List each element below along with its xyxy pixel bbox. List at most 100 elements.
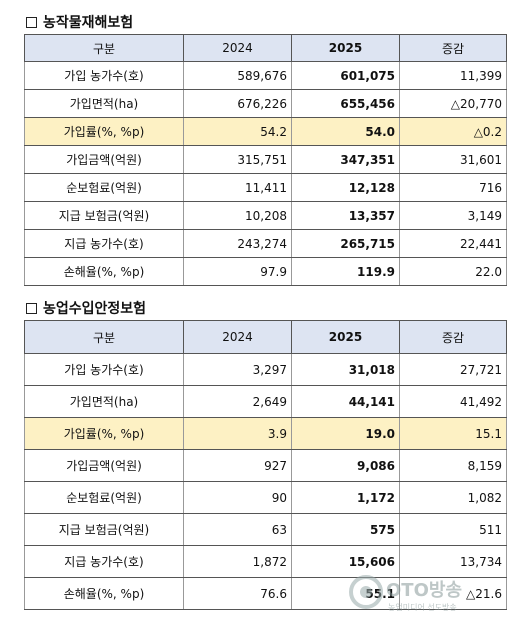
table-row: 지급 보험금(억원) 63 575 511	[24, 513, 507, 546]
header-2025: 2025	[291, 320, 400, 354]
table-row: 손해율(%, %p) 76.6 55.1 △21.6	[24, 577, 507, 610]
value-2024: 3.9	[183, 417, 292, 450]
table-row: 가입금액(억원) 927 9,086 8,159	[24, 449, 507, 482]
square-bullet-icon	[26, 16, 37, 28]
header-change: 증감	[399, 320, 507, 354]
value-change: 11,399	[399, 61, 507, 90]
value-change: 8,159	[399, 449, 507, 482]
value-2024: 11,411	[183, 173, 292, 202]
row-label: 지급 농가수(호)	[24, 229, 184, 258]
value-2024: 54.2	[183, 117, 292, 146]
value-2024: 2,649	[183, 385, 292, 418]
value-2025: 19.0	[291, 417, 400, 450]
value-change: 27,721	[399, 353, 507, 386]
row-label: 가입률(%, %p)	[24, 117, 184, 146]
value-2025: 9,086	[291, 449, 400, 482]
row-label: 가입면적(ha)	[24, 89, 184, 118]
table-header-row: 구분 2024 2025 증감	[24, 34, 507, 62]
row-label: 가입 농가수(호)	[24, 353, 184, 386]
table-row: 가입금액(억원) 315,751 347,351 31,601	[24, 145, 507, 174]
row-label: 가입금액(억원)	[24, 449, 184, 482]
value-change: 31,601	[399, 145, 507, 174]
value-2024: 676,226	[183, 89, 292, 118]
value-2025: 31,018	[291, 353, 400, 386]
table-row: 순보험료(억원) 11,411 12,128 716	[24, 173, 507, 202]
section-title-text: 농작물재해보험	[43, 15, 134, 31]
value-change: 15.1	[399, 417, 507, 450]
square-bullet-icon	[26, 302, 37, 314]
header-2024: 2024	[183, 34, 292, 62]
value-2025: 55.1	[291, 577, 400, 610]
table-header-row: 구분 2024 2025 증감	[24, 320, 507, 354]
value-2024: 97.9	[183, 257, 292, 286]
value-2025: 601,075	[291, 61, 400, 90]
row-label: 지급 보험금(억원)	[24, 201, 184, 230]
value-change: 41,492	[399, 385, 507, 418]
value-2024: 589,676	[183, 61, 292, 90]
value-2024: 315,751	[183, 145, 292, 174]
value-change: △0.2	[399, 117, 507, 146]
value-2025: 15,606	[291, 545, 400, 578]
header-2024: 2024	[183, 320, 292, 354]
value-2025: 13,357	[291, 201, 400, 230]
value-change: △20,770	[399, 89, 507, 118]
value-change: 13,734	[399, 545, 507, 578]
table-row: 가입면적(ha) 676,226 655,456 △20,770	[24, 89, 507, 118]
value-2024: 90	[183, 481, 292, 514]
row-label: 가입면적(ha)	[24, 385, 184, 418]
section-crop-disaster-insurance: 농작물재해보험 구분 2024 2025 증감 가입 농가수(호) 589,676…	[24, 10, 507, 286]
header-change: 증감	[399, 34, 507, 62]
value-change: 22,441	[399, 229, 507, 258]
value-change: 511	[399, 513, 507, 546]
value-2024: 3,297	[183, 353, 292, 386]
header-category: 구분	[24, 34, 184, 62]
table-row: 순보험료(억원) 90 1,172 1,082	[24, 481, 507, 514]
value-2024: 76.6	[183, 577, 292, 610]
table-row: 지급 농가수(호) 1,872 15,606 13,734	[24, 545, 507, 578]
value-2025: 347,351	[291, 145, 400, 174]
value-2025: 265,715	[291, 229, 400, 258]
stats-table: 구분 2024 2025 증감 가입 농가수(호) 589,676 601,075 1…	[24, 34, 507, 286]
section-title: 농작물재해보험	[26, 10, 506, 34]
value-2025: 655,456	[291, 89, 400, 118]
row-label: 지급 농가수(호)	[24, 545, 184, 578]
value-change: 1,082	[399, 481, 507, 514]
table-row: 가입면적(ha) 2,649 44,141 41,492	[24, 385, 507, 418]
value-2025: 54.0	[291, 117, 400, 146]
value-2025: 1,172	[291, 481, 400, 514]
value-2024: 10,208	[183, 201, 292, 230]
table-row: 가입률(%, %p) 3.9 19.0 15.1	[24, 417, 507, 450]
section-income-stability-insurance: 농업수입안정보험 구분 2024 2025 증감 가입 농가수(호) 3,297 3…	[24, 296, 507, 610]
row-label: 손해율(%, %p)	[24, 257, 184, 286]
value-2024: 243,274	[183, 229, 292, 258]
row-label: 지급 보험금(억원)	[24, 513, 184, 546]
row-label: 가입금액(억원)	[24, 145, 184, 174]
table-row: 가입 농가수(호) 3,297 31,018 27,721	[24, 353, 507, 386]
table-row: 지급 보험금(억원) 10,208 13,357 3,149	[24, 201, 507, 230]
section-title-text: 농업수입안정보험	[43, 301, 147, 317]
value-2025: 119.9	[291, 257, 400, 286]
row-label: 손해율(%, %p)	[24, 577, 184, 610]
value-2025: 44,141	[291, 385, 400, 418]
table-row: 가입 농가수(호) 589,676 601,075 11,399	[24, 61, 507, 90]
value-change: 3,149	[399, 201, 507, 230]
row-label: 순보험료(억원)	[24, 481, 184, 514]
header-category: 구분	[24, 320, 184, 354]
section-title: 농업수입안정보험	[26, 296, 506, 320]
table-row: 지급 농가수(호) 243,274 265,715 22,441	[24, 229, 507, 258]
value-2025: 575	[291, 513, 400, 546]
value-2024: 63	[183, 513, 292, 546]
stats-table: 구분 2024 2025 증감 가입 농가수(호) 3,297 31,018 27,7…	[24, 320, 507, 610]
table-row: 손해율(%, %p) 97.9 119.9 22.0	[24, 257, 507, 286]
value-change: 22.0	[399, 257, 507, 286]
row-label: 가입률(%, %p)	[24, 417, 184, 450]
table-row: 가입률(%, %p) 54.2 54.0 △0.2	[24, 117, 507, 146]
value-2024: 1,872	[183, 545, 292, 578]
row-label: 순보험료(억원)	[24, 173, 184, 202]
value-2025: 12,128	[291, 173, 400, 202]
header-2025: 2025	[291, 34, 400, 62]
value-change: △21.6	[399, 577, 507, 610]
value-change: 716	[399, 173, 507, 202]
value-2024: 927	[183, 449, 292, 482]
row-label: 가입 농가수(호)	[24, 61, 184, 90]
